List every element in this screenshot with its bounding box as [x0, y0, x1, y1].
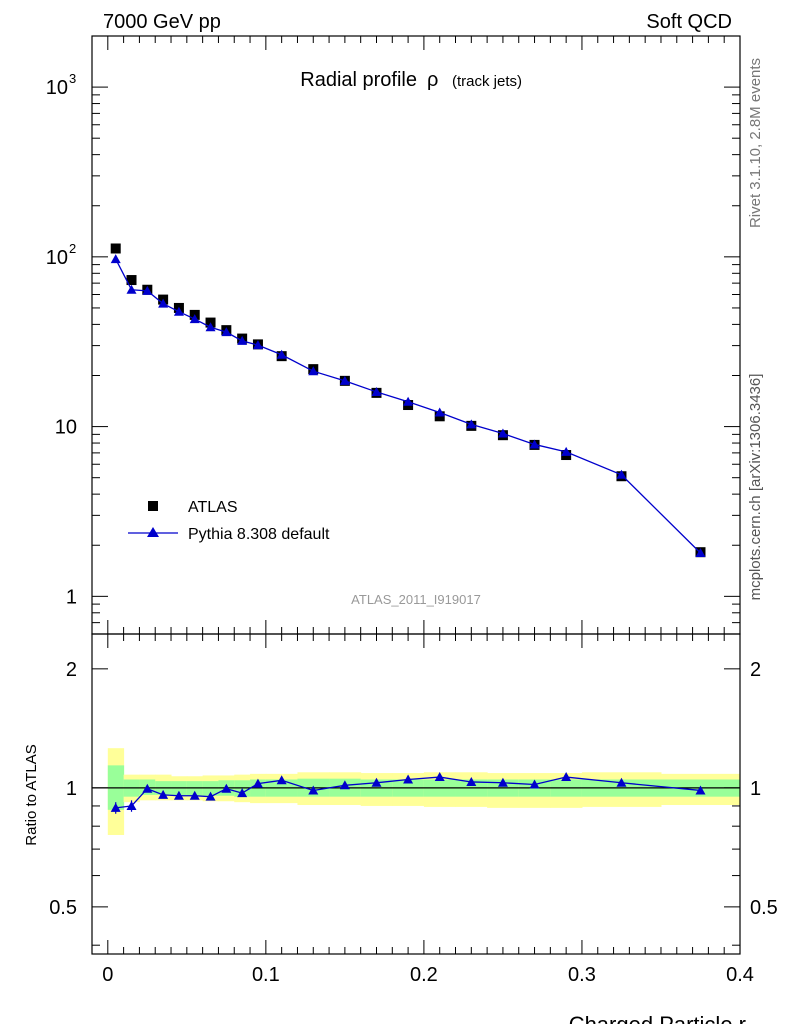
ratio-point: [205, 791, 216, 801]
x-axis-label: Charged Particle r: [569, 1012, 746, 1024]
ratio-point: [403, 774, 414, 784]
ratio-point: [237, 788, 248, 798]
main-plot-frame: [91, 35, 741, 635]
main-title: Radial profile: [300, 69, 417, 91]
mc-line: [115, 258, 701, 554]
y-tick-label: 10: [46, 247, 68, 269]
ratio-point: [110, 802, 121, 812]
ratio-uncertainty-bands: [107, 748, 741, 835]
mc-point: [221, 327, 232, 337]
x-tick-label: 0.3: [568, 964, 596, 986]
ratio-y-tick-label: 2: [66, 659, 77, 681]
ratio-point: [695, 785, 706, 795]
mc-point: [403, 396, 414, 406]
rivet-label: Rivet 3.1.10, 2.8M events: [747, 58, 764, 228]
x-tick-label: 0: [102, 964, 113, 986]
mc-point: [142, 285, 153, 295]
ratio-y-tick-label: 0.5: [49, 897, 77, 919]
ratio-point: [561, 772, 572, 782]
mc-point: [276, 349, 287, 359]
y-tick-label-exponent: 2: [69, 241, 76, 256]
ratio-point: [339, 780, 350, 790]
ratio-point: [252, 778, 263, 788]
legend-data-marker: [148, 501, 158, 511]
mc-point: [616, 469, 627, 479]
x-tick-label: 0.1: [252, 964, 280, 986]
ratio-point: [276, 775, 287, 785]
x-tick-label: 0.2: [410, 964, 438, 986]
mc-point: [252, 340, 263, 350]
y-tick-label: 10: [46, 77, 68, 99]
ratio-y-tick-label-right: 0.5: [750, 897, 778, 919]
ratio-point: [371, 777, 382, 787]
main-title-symbol: ρ: [427, 69, 438, 91]
ratio-plot-data: [92, 772, 740, 814]
x-tick-labels: 0 0.1 0.2 0.3 0.4: [102, 964, 754, 986]
legend: ATLAS Pythia 8.308 default: [128, 499, 330, 543]
ratio-point: [434, 772, 445, 782]
mc-point: [308, 366, 319, 376]
ratio-point: [466, 776, 477, 786]
ratio-plot-frame: [91, 633, 741, 955]
atlas-point: [110, 243, 121, 254]
mc-point: [189, 314, 200, 324]
analysis-label: ATLAS_2011_I919017: [351, 592, 481, 607]
y-tick-label: 10: [55, 417, 77, 439]
ratio-point: [308, 785, 319, 795]
mc-point: [561, 446, 572, 456]
ratio-y-tick-label-right: 1: [750, 778, 761, 800]
ratio-point: [616, 777, 627, 787]
ratio-point: [173, 790, 184, 800]
main-plot-data: [110, 243, 706, 558]
atlas-point: [126, 275, 137, 286]
ratio-point: [529, 779, 540, 789]
ratio-y-tick-label-right: 2: [750, 659, 761, 681]
ratio-axis-ticks: 2 2 1 1 0.5 0.5: [49, 634, 778, 954]
mc-point: [126, 284, 137, 294]
header-left: 7000 GeV pp: [103, 11, 221, 33]
mc-point: [339, 375, 350, 385]
y-tick-label-exponent: 3: [69, 71, 76, 86]
mc-point: [173, 306, 184, 316]
y-tick-label: 1: [66, 586, 77, 608]
x-tick-label: 0.4: [726, 964, 754, 986]
ratio-point: [158, 789, 169, 799]
legend-mc-marker: [147, 527, 159, 537]
mc-point: [434, 407, 445, 417]
ratio-line: [115, 776, 701, 809]
mc-point: [529, 439, 540, 449]
mc-point: [110, 254, 121, 264]
mc-point: [205, 322, 216, 332]
ratio-point: [497, 777, 508, 787]
mc-point: [237, 335, 248, 345]
mc-point: [466, 419, 477, 429]
ratio-point: [126, 800, 137, 810]
ratio-point: [221, 783, 232, 793]
ratio-ylabel: Ratio to ATLAS: [23, 744, 40, 845]
mc-point: [371, 386, 382, 396]
ratio-point: [189, 790, 200, 800]
mc-point: [497, 428, 508, 438]
mc-point: [158, 298, 169, 308]
source-label: mcplots.cern.ch [arXiv:1306.3436]: [747, 374, 764, 601]
main-title-suffix: (track jets): [452, 73, 522, 90]
header-right: Soft QCD: [646, 11, 732, 33]
legend-mc-label: Pythia 8.308 default: [188, 526, 330, 543]
legend-data-label: ATLAS: [188, 499, 238, 516]
ratio-point: [142, 783, 153, 793]
mc-point: [695, 548, 706, 558]
ratio-y-tick-label: 1: [66, 778, 77, 800]
